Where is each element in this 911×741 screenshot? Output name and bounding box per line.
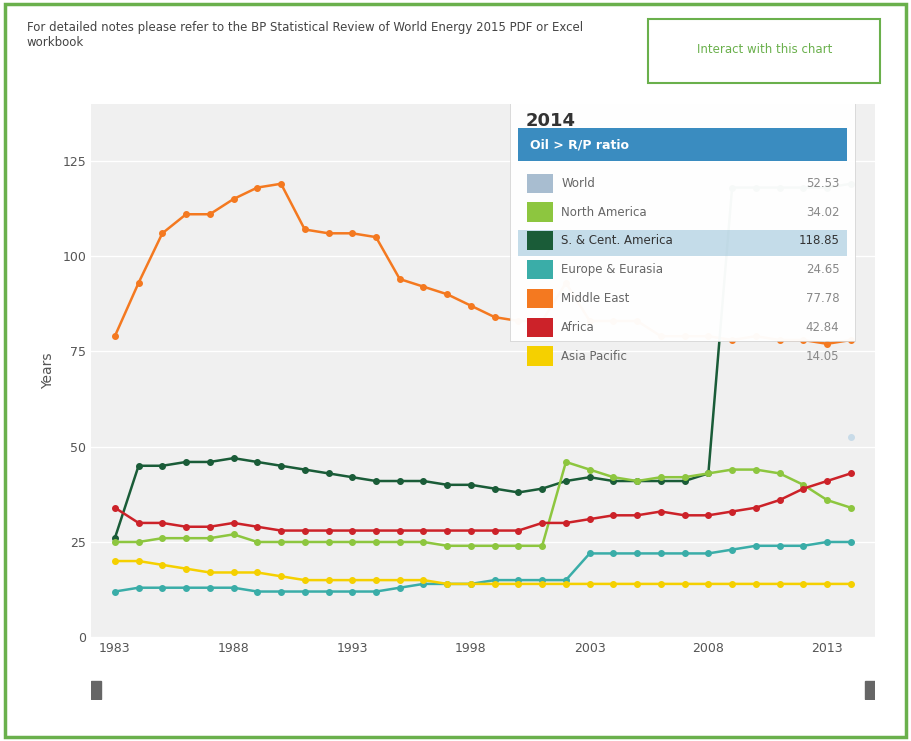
- Text: Oil > R/P ratio: Oil > R/P ratio: [530, 139, 629, 151]
- Text: Europe & Eurasia: Europe & Eurasia: [561, 263, 663, 276]
- Text: 24.65: 24.65: [805, 263, 839, 276]
- Text: 77.78: 77.78: [805, 292, 839, 305]
- Bar: [648, 19, 880, 83]
- Text: World: World: [561, 177, 595, 190]
- Bar: [527, 318, 553, 337]
- Bar: [527, 202, 553, 222]
- Bar: [527, 231, 553, 250]
- Bar: [865, 680, 875, 700]
- Text: 14.05: 14.05: [806, 350, 839, 362]
- Bar: [527, 260, 553, 279]
- Text: North America: North America: [561, 205, 647, 219]
- Text: Middle East: Middle East: [561, 292, 630, 305]
- Text: 118.85: 118.85: [798, 234, 839, 247]
- Text: 42.84: 42.84: [805, 321, 839, 333]
- Bar: [518, 230, 847, 256]
- Bar: [527, 173, 553, 193]
- Text: Interact with this chart: Interact with this chart: [697, 43, 832, 56]
- Text: S. & Cent. America: S. & Cent. America: [561, 234, 673, 247]
- Text: Africa: Africa: [561, 321, 595, 333]
- Bar: [527, 347, 553, 366]
- Bar: [527, 289, 553, 308]
- Bar: [510, 99, 855, 341]
- Text: Asia Pacific: Asia Pacific: [561, 350, 627, 362]
- Bar: [91, 680, 100, 700]
- Y-axis label: Years: Years: [41, 352, 56, 389]
- Text: 34.02: 34.02: [806, 205, 839, 219]
- Text: 2014: 2014: [526, 112, 576, 130]
- Bar: [518, 128, 847, 162]
- Text: 52.53: 52.53: [806, 177, 839, 190]
- Text: For detailed notes please refer to the BP Statistical Review of World Energy 201: For detailed notes please refer to the B…: [27, 21, 583, 49]
